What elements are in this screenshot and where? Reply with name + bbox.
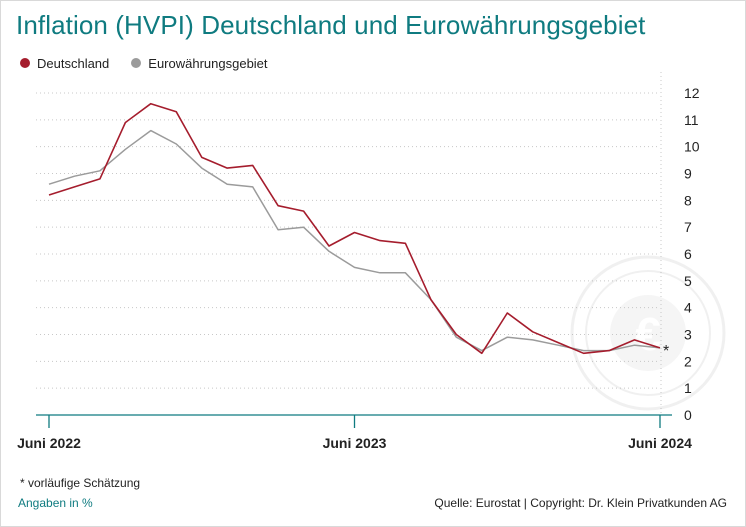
- legend-label-germany: Deutschland: [37, 55, 110, 71]
- y-tick-label: 5: [684, 273, 692, 289]
- legend-item-euro: Eurowährungsgebiet: [131, 55, 268, 71]
- legend-label-euro: Eurowährungsgebiet: [148, 55, 268, 71]
- y-tick-label: 1: [684, 380, 692, 396]
- y-tick-label: 4: [684, 300, 692, 316]
- footnote: * vorläufige Schätzung: [20, 476, 141, 490]
- x-axis: Juni 2022 Juni 2023 Juni 2024: [17, 414, 692, 451]
- x-tick-label: Juni 2023: [323, 435, 387, 451]
- x-tick-label: Juni 2022: [17, 435, 81, 451]
- y-tick-label: 11: [684, 112, 699, 128]
- x-tick-label: Juni 2024: [628, 435, 692, 451]
- series-line-euro: [48, 129, 661, 352]
- grid-lines: [36, 72, 662, 415]
- euro-watermark-icon: €: [570, 255, 726, 411]
- y-tick-label: 12: [684, 85, 700, 101]
- legend-dot-euro: [131, 58, 142, 68]
- estimate-asterisk: *: [663, 343, 669, 360]
- y-tick-label: 0: [684, 407, 692, 423]
- legend: Deutschland Eurowährungsgebiet: [20, 54, 290, 72]
- series-lines: [48, 102, 661, 355]
- legend-item-germany: Deutschland: [20, 56, 109, 71]
- legend-dot-germany: [20, 58, 30, 68]
- y-tick-label: 10: [684, 139, 700, 155]
- svg-text:€: €: [635, 308, 661, 360]
- y-tick-label: 7: [684, 219, 692, 235]
- y-tick-label: 9: [684, 166, 692, 182]
- y-tick-label: 6: [684, 246, 692, 262]
- chart-title: Inflation (HVPI) Deutschland und Eurowäh…: [16, 10, 646, 40]
- y-tick-label: 2: [684, 353, 692, 369]
- unit-note: Angaben in %: [18, 496, 93, 510]
- series-line-germany: [48, 102, 661, 355]
- y-tick-label: 3: [684, 327, 692, 343]
- y-tick-label: 8: [684, 192, 692, 208]
- source-note: Quelle: Eurostat | Copyright: Dr. Klein …: [434, 496, 727, 510]
